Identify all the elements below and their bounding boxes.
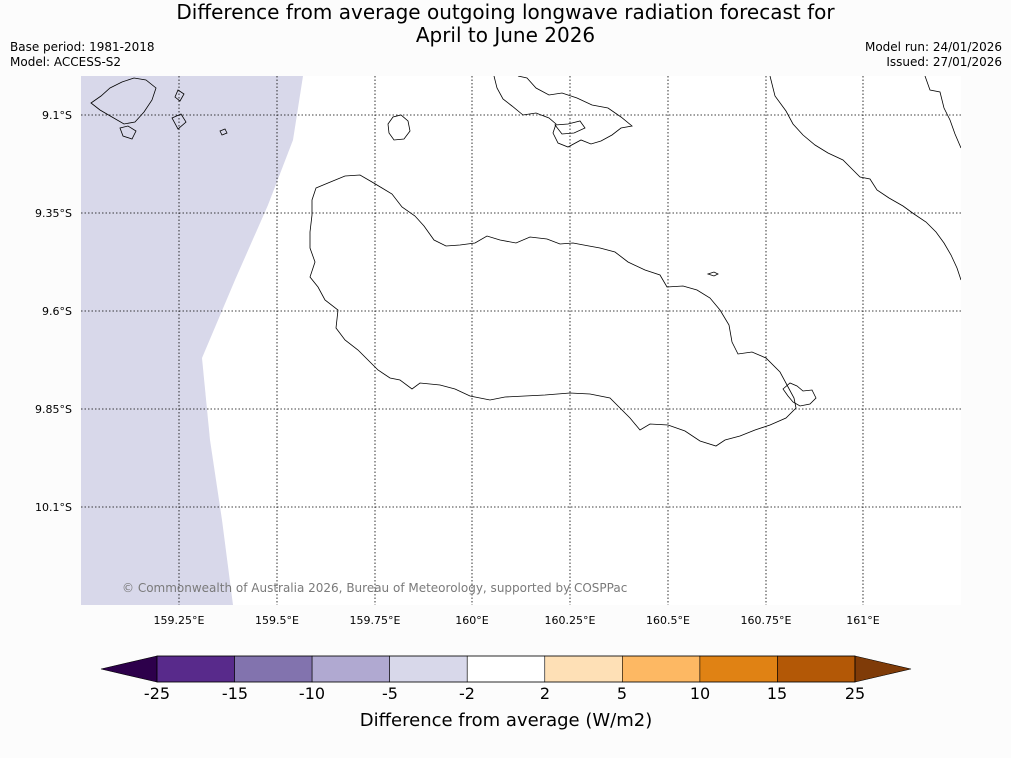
coastline-nw-islet-2 [171, 113, 187, 130]
colorbar-segment [699, 655, 778, 683]
coastline-savo [387, 114, 411, 141]
colorbar-segment [311, 655, 390, 683]
lon-tick-label: 159.75°E [350, 614, 401, 627]
model-run-label: Model run: 24/01/2026 [864, 40, 1002, 54]
lon-tick-label: 159.25°E [154, 614, 205, 627]
colorbar [100, 655, 912, 683]
coastline-islet-east [706, 271, 719, 277]
colorbar-axis-label: Difference from average (W/m2) [360, 710, 652, 731]
colorbar-tick-label: -5 [382, 684, 398, 703]
colorbar-tick-label: -2 [459, 684, 475, 703]
chart-title-line-2: April to June 2026 [415, 23, 596, 47]
lat-tick-label: 9.1°S [42, 109, 72, 122]
colorbar-outline [156, 655, 856, 683]
coastline-nw-islet-3 [219, 128, 228, 136]
colorbar-segment [234, 655, 313, 683]
colorbar-tick-label: -15 [222, 684, 248, 703]
lat-tick-label: 10.1°S [35, 501, 72, 514]
model-label: Model: ACCESS-S2 [10, 55, 122, 69]
colorbar-segment [389, 655, 468, 683]
colorbar-segment [622, 655, 701, 683]
copyright-notice: © Commonwealth of Australia 2026, Bureau… [122, 581, 627, 595]
coastline-nggela-inlet [554, 120, 586, 135]
lon-tick-label: 159.5°E [255, 614, 299, 627]
lon-tick-label: 160.5°E [646, 614, 690, 627]
coastline-nw-islet-4 [174, 89, 185, 102]
coastline-malaita [769, 76, 961, 281]
base-period-label: Base period: 1981-2018 [10, 40, 155, 54]
colorbar-segment [156, 655, 235, 683]
chart-title-line-1: Difference from average outgoing longwav… [176, 0, 835, 24]
graticule [81, 76, 961, 605]
lat-tick-labels: 9.1°S 9.35°S 9.6°S 9.85°S 10.1°S [35, 109, 72, 514]
lat-tick-label: 9.35°S [35, 207, 72, 220]
colorbar-tick-label: 5 [617, 684, 627, 703]
colorbar-tick-label: 15 [767, 684, 787, 703]
lat-tick-label: 9.6°S [42, 305, 72, 318]
issued-label: Issued: 27/01/2026 [886, 55, 1002, 69]
colorbar-segment [777, 655, 856, 683]
coastline-nggela [493, 76, 633, 148]
coastline-marau [782, 382, 817, 407]
colorbar-over-triangle [854, 655, 912, 683]
shaded-anomaly-area [81, 76, 303, 605]
coastline-nw-islands [90, 77, 157, 125]
colorbar-under-triangle [100, 655, 158, 683]
coastline-guadalcanal [309, 174, 797, 447]
lon-tick-label: 161°E [846, 614, 879, 627]
lon-tick-label: 160.25°E [545, 614, 596, 627]
colorbar-tick-labels: -25 -15 -10 -5 -2 2 5 10 15 25 [144, 684, 865, 703]
coastline-malaita-north [924, 76, 961, 149]
coastline-nw-islet-1 [119, 125, 137, 140]
lon-tick-label: 160.75°E [741, 614, 792, 627]
lon-tick-labels: 159.25°E 159.5°E 159.75°E 160°E 160.25°E… [154, 614, 880, 627]
colorbar-tick-label: -10 [299, 684, 325, 703]
coastlines [90, 76, 961, 447]
colorbar-segment [544, 655, 623, 683]
colorbar-tick-label: -25 [144, 684, 170, 703]
lon-tick-label: 160°E [455, 614, 488, 627]
lat-tick-label: 9.85°S [35, 403, 72, 416]
colorbar-tick-label: 2 [540, 684, 550, 703]
colorbar-tick-label: 10 [690, 684, 710, 703]
colorbar-tick-label: 25 [845, 684, 865, 703]
colorbar-segment [466, 655, 546, 683]
colorbar-segments [156, 655, 856, 683]
